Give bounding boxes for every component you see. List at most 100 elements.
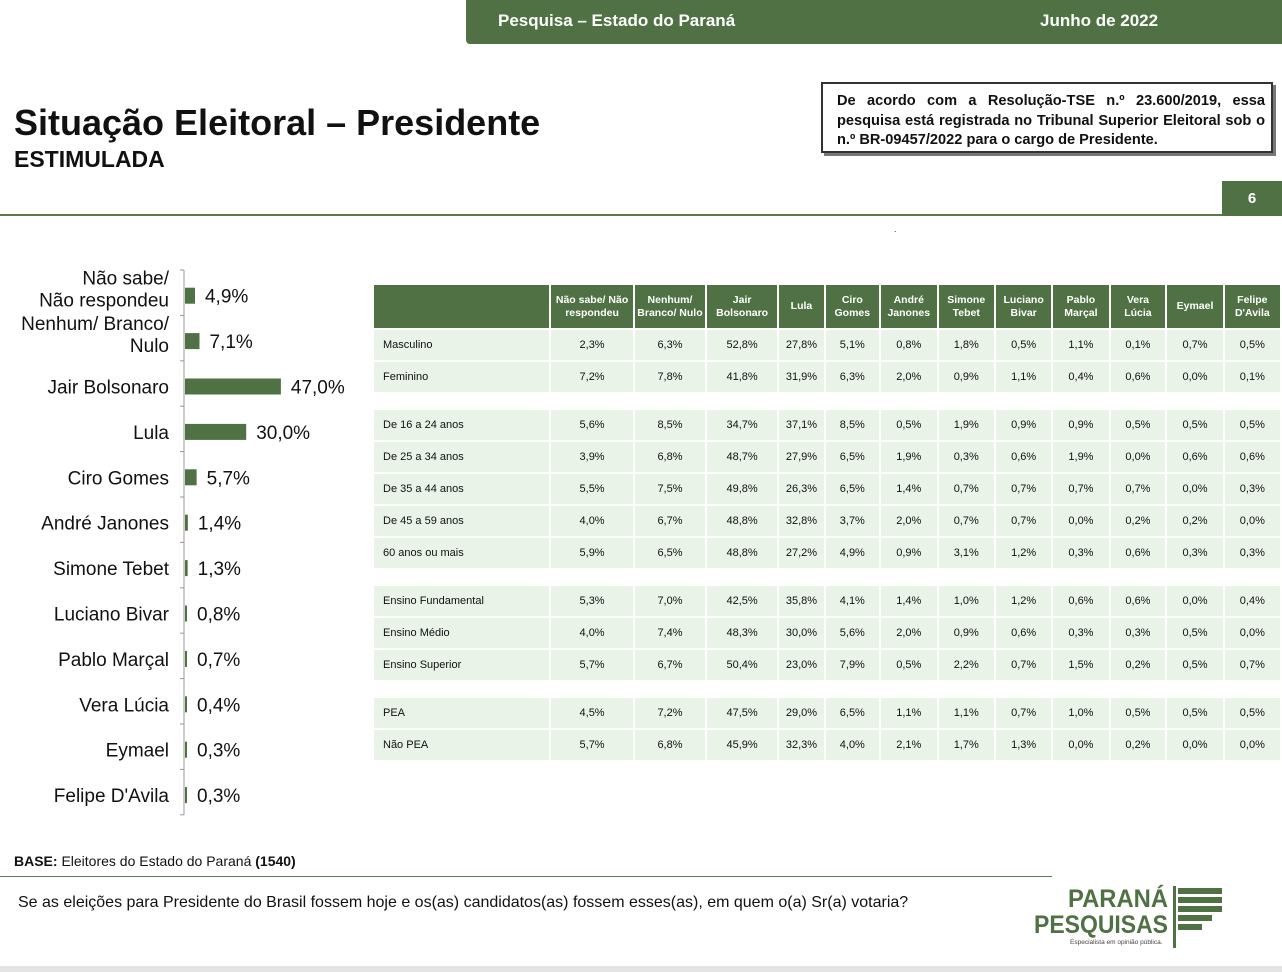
table-cell: 0,7% [995, 698, 1052, 728]
survey-date: Junho de 2022 [1040, 11, 1159, 30]
vote-intention-bar-chart: 4,9% Não sabe/Não respondeu 7,1% Nenhum/ Br… [21, 269, 345, 816]
table-cell: 1,1% [880, 698, 937, 728]
table-cell: 1,9% [880, 442, 937, 472]
group-spacer-cell [374, 682, 1280, 696]
table-cell: 2,3% [551, 330, 633, 360]
table-cell: 0,3% [938, 442, 994, 472]
table-cell: 6,3% [634, 330, 705, 360]
table-cell: 6,3% [825, 362, 879, 392]
table-cell: 2,0% [880, 506, 937, 536]
table-cell: 5,7% [551, 730, 633, 760]
category-label: Vera Lúcia [79, 695, 169, 716]
table-cell: 7,0% [634, 586, 705, 616]
table-cell: 4,0% [551, 618, 633, 648]
column-header: Ciro Gomes [825, 285, 879, 328]
table-cell: 0,5% [1110, 698, 1166, 728]
category-label: Jair Bolsonaro [48, 378, 169, 399]
table-cell: 45,9% [706, 730, 778, 760]
table-cell: 7,8% [634, 362, 705, 392]
row-label: 60 anos ou mais [374, 538, 550, 568]
table-cell: 27,8% [779, 330, 824, 360]
table-cell: 48,8% [706, 506, 778, 536]
table-cell: 0,5% [880, 650, 937, 680]
table-cell: 42,5% [706, 586, 778, 616]
bar-value-label: 7,1% [209, 332, 252, 353]
category-label: Ciro Gomes [68, 468, 169, 489]
table-cell: 3,1% [938, 538, 994, 568]
table-cell: 1,9% [1053, 442, 1109, 472]
column-header: Luciano Bivar [995, 285, 1052, 328]
base-count: (1540) [255, 853, 296, 869]
table-cell: 0,0% [1224, 506, 1280, 536]
table-cell: 1,5% [1053, 650, 1109, 680]
table-cell: 1,4% [880, 474, 937, 504]
table-cell: 0,1% [1110, 330, 1166, 360]
table-cell: 6,8% [634, 442, 705, 472]
row-label: Masculino [374, 330, 550, 360]
table-row: Ensino Médio 4,0% 7,4% 48,3% 30,0% 5,6% 2,0% 0,… [374, 618, 1280, 648]
table-cell: 0,6% [995, 442, 1052, 472]
table-cell: 0,4% [1224, 586, 1280, 616]
table-cell: 0,9% [880, 538, 937, 568]
logo-flag-pole [1173, 886, 1176, 948]
table-cell: 0,0% [1224, 730, 1280, 760]
bar [185, 787, 187, 804]
category-label: Eymael [106, 741, 169, 762]
table-cell: 7,2% [551, 362, 633, 392]
table-cell: 1,2% [995, 586, 1052, 616]
table-cell: 0,9% [995, 410, 1052, 440]
table-cell: 3,7% [825, 506, 879, 536]
table-cell: 0,5% [1167, 650, 1223, 680]
table-cell: 0,8% [880, 330, 937, 360]
table-cell: 27,2% [779, 538, 824, 568]
row-label: De 25 a 34 anos [374, 442, 550, 472]
header-divider [0, 214, 1222, 216]
table-cell: 5,7% [551, 650, 633, 680]
table-cell: 1,0% [1053, 698, 1109, 728]
table-cell: 6,5% [825, 442, 879, 472]
table-cell: 0,3% [1224, 474, 1280, 504]
table-cell: 0,5% [995, 330, 1052, 360]
table-cell: 5,5% [551, 474, 633, 504]
table-cell: 5,3% [551, 586, 633, 616]
row-label: De 45 a 59 anos [374, 506, 550, 536]
table-cell: 5,1% [825, 330, 879, 360]
table-cell: 4,0% [551, 506, 633, 536]
table-cell: 47,5% [706, 698, 778, 728]
table-cell: 0,3% [1167, 538, 1223, 568]
table-cell: 0,0% [1053, 730, 1109, 760]
table-cell: 8,5% [825, 410, 879, 440]
table-cell: 6,5% [825, 698, 879, 728]
bar [185, 378, 281, 395]
column-header: Felipe D'Avila [1224, 285, 1280, 328]
logo-flag-stripe [1178, 888, 1222, 894]
table-cell: 8,5% [634, 410, 705, 440]
table-cell: 0,7% [1110, 474, 1166, 504]
table-cell: 0,0% [1167, 474, 1223, 504]
row-label: De 35 a 44 anos [374, 474, 550, 504]
table-cell: 0,5% [1167, 410, 1223, 440]
table-row: 60 anos ou mais 5,9% 6,5% 48,8% 27,2% 4,9% 0,9… [374, 538, 1280, 568]
table-cell: 0,9% [938, 618, 994, 648]
table-cell: 35,8% [779, 586, 824, 616]
table-row: Não PEA 5,7% 6,8% 45,9% 32,3% 4,0% 2,1% 1,7% 1,3… [374, 730, 1280, 760]
table-cell: 1,8% [938, 330, 994, 360]
category-label: Não sabe/ [82, 269, 169, 290]
base-text: Eleitores do Estado do Paraná [57, 853, 256, 869]
table-cell: 2,2% [938, 650, 994, 680]
base-note: BASE: Eleitores do Estado do Paraná (154… [14, 853, 296, 869]
table-cell: 4,1% [825, 586, 879, 616]
column-header: Nenhum/ Branco/ Nulo [634, 285, 705, 328]
table-row: Ensino Fundamental 5,3% 7,0% 42,5% 35,8% 4,1%… [374, 586, 1280, 616]
table-cell: 0,7% [995, 474, 1052, 504]
row-label: Ensino Médio [374, 618, 550, 648]
bar-value-label: 30,0% [256, 423, 310, 444]
table-cell: 0,9% [1053, 410, 1109, 440]
category-label: Felipe D'Avila [54, 786, 170, 807]
bar-value-label: 1,4% [198, 514, 241, 535]
header-cell-segment [374, 285, 550, 328]
table-cell: 49,8% [706, 474, 778, 504]
table-cell: 52,8% [706, 330, 778, 360]
table-cell: 6,7% [634, 650, 705, 680]
table-cell: 0,5% [1224, 698, 1280, 728]
